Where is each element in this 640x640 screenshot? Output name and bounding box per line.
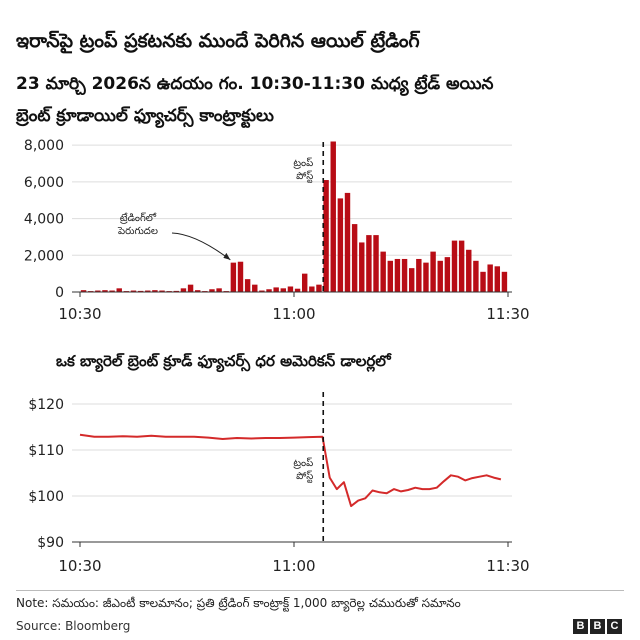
x-tick-label: 10:30: [58, 305, 101, 323]
volume-bar: [451, 240, 458, 292]
footer-divider: [16, 590, 624, 591]
volume-bar: [294, 288, 301, 292]
volume-bar: [180, 288, 187, 292]
volume-bar: [259, 290, 265, 292]
volume-bar: [137, 290, 144, 292]
volume-bar: [109, 290, 115, 292]
logo-letter: B: [590, 619, 605, 634]
y-tick-label: 6,000: [24, 175, 64, 191]
volume-bar: [466, 249, 472, 292]
volume-bar: [323, 180, 329, 292]
volume-bar: [116, 288, 122, 292]
volume-bar: [501, 271, 508, 292]
x-tick-label: 10:30: [58, 557, 101, 575]
volume-bar: [437, 260, 443, 292]
volume-bar: [351, 224, 358, 292]
volume-bar: [301, 273, 308, 292]
trump-post-annotation: పోస్ట్: [296, 470, 313, 483]
volume-bar: [309, 286, 315, 292]
volume-bar: [458, 240, 465, 292]
y-tick-label: 2,000: [24, 248, 64, 264]
volume-bar: [480, 271, 486, 292]
logo-letter: B: [573, 619, 588, 634]
volume-bar: [387, 260, 394, 292]
volume-bar: [423, 262, 429, 292]
volume-bar: [173, 290, 180, 292]
chart-subtitle-line-2: బ్రెంట్ క్రూడాయిల్ ఫ్యూచర్స్ కాంట్రాక్టు…: [16, 106, 274, 126]
trading-surge-annotation: ట్రేడింగ్‌లో: [120, 212, 157, 224]
x-tick-label: 11:30: [486, 557, 529, 575]
x-tick-label: 11:00: [272, 557, 315, 575]
volume-bar: [430, 251, 436, 292]
y-tick-label: $120: [28, 397, 64, 413]
volume-bar: [102, 290, 108, 292]
price-line: [79, 433, 502, 508]
volume-bar: [230, 262, 237, 292]
source-credit: Source: Bloomberg: [16, 619, 131, 633]
volume-bar: [373, 235, 379, 292]
volume-bar: [366, 235, 372, 292]
volume-bar: [380, 251, 386, 292]
volume-bar: [494, 266, 501, 292]
volume-bar: [187, 284, 194, 292]
volume-bar: [159, 290, 165, 292]
trading-volume-bar-chart: 0 2,000 4,000 6,000 8,000 10:30 11:00 11:30 ట్రం…: [24, 138, 530, 323]
volume-bar: [152, 290, 158, 292]
volume-bar: [252, 284, 258, 292]
arrow-head-icon: [223, 252, 231, 260]
y-tick-label: 4,000: [24, 212, 64, 228]
brent-price-line-chart: $90 $100 $110 $120 10:30 11:00 11:30 ట్రంప్పోస్…: [28, 392, 530, 575]
annotation-arrow: [171, 232, 231, 261]
trump-post-annotation: పోస్ట్: [296, 170, 313, 183]
logo-letter: C: [607, 619, 622, 634]
volume-bar: [130, 290, 137, 292]
volume-bar: [316, 284, 322, 292]
volume-bar: [216, 288, 222, 292]
volume-bar: [330, 141, 336, 292]
volume-bar: [416, 258, 422, 292]
volume-bar: [408, 268, 415, 292]
volume-bar: [401, 258, 408, 292]
volume-bar: [280, 288, 287, 292]
x-tick-label: 11:00: [272, 305, 315, 323]
price-chart-title: ఒక బ్యారెల్ బ్రెంట్ క్రూడ్ ఫ్యూచర్స్ ధర …: [56, 352, 391, 370]
y-tick-label: $100: [28, 489, 64, 505]
volume-bar: [359, 242, 365, 292]
volume-bar: [273, 287, 279, 292]
volume-bar: [145, 290, 151, 292]
volume-bar: [444, 257, 451, 292]
y-tick-label: $110: [28, 443, 64, 459]
volume-bar: [487, 264, 493, 292]
volume-bar: [337, 198, 344, 292]
trading-surge-annotation: పెరుగుదల: [117, 226, 158, 237]
footnote: Note: సమయం: జీఎంటీ కాలమానం; ప్రతి ట్రేడి…: [16, 596, 461, 610]
chart-subtitle-line-1: 23 మార్చి 2026న ఉదయం గం. 10:30-11:30 మధ్…: [16, 74, 494, 94]
volume-bar: [473, 260, 479, 292]
bbc-logo: B B C: [573, 619, 622, 634]
trump-post-annotation: ట్రంప్: [293, 457, 313, 469]
y-tick-label: $90: [37, 535, 64, 551]
trump-post-annotation: ట్రంప్: [293, 157, 313, 169]
volume-bar: [95, 290, 101, 292]
volume-bar: [344, 192, 351, 292]
volume-bar: [237, 261, 244, 292]
volume-bar: [194, 290, 201, 292]
volume-bar: [209, 289, 215, 292]
volume-bar: [266, 289, 272, 292]
volume-bar: [80, 290, 87, 292]
x-tick-label: 11:30: [486, 305, 529, 323]
volume-bar: [287, 286, 294, 292]
chart-title: ఇరాన్‌పై ట్రంప్ ప్రకటనకు ముందే పెరిగిన ఆ…: [16, 30, 420, 52]
y-tick-label: 0: [55, 285, 64, 301]
y-tick-label: 8,000: [24, 138, 64, 154]
volume-bar: [394, 258, 401, 292]
volume-bar: [244, 279, 251, 292]
